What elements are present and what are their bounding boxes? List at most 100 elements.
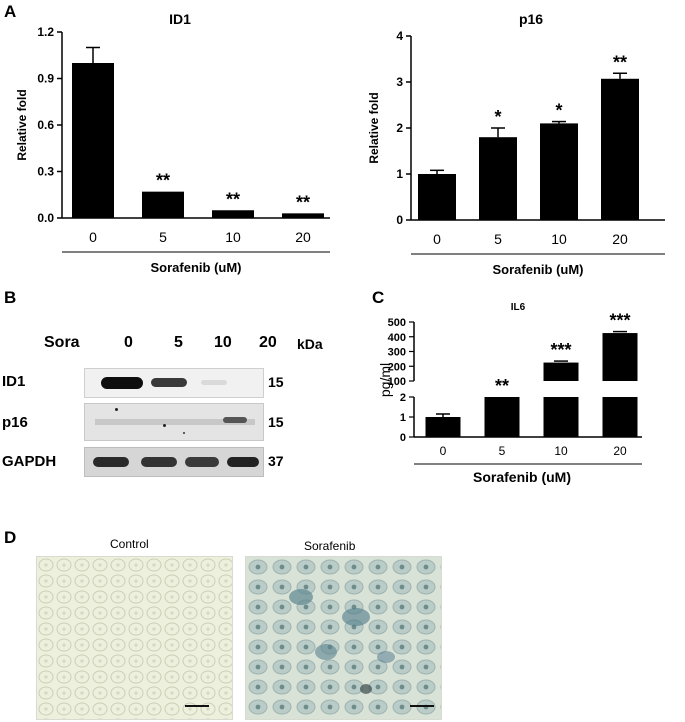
- bar: [540, 123, 578, 220]
- lane-label: 5: [174, 334, 183, 351]
- panel-letter-c: C: [372, 288, 385, 307]
- bar: [602, 397, 638, 437]
- y-tick-label: 200: [388, 361, 406, 373]
- significance-marker: **: [613, 52, 627, 72]
- significance-marker: **: [226, 189, 240, 209]
- x-tick-label: 0: [433, 231, 441, 247]
- y-tick-label: 0.9: [37, 72, 54, 86]
- x-tick-label: 10: [225, 229, 241, 245]
- x-tick-label: 5: [159, 229, 167, 245]
- panel-letter-d: D: [4, 528, 17, 547]
- y-tick-label: 2: [396, 121, 403, 135]
- bar: [601, 78, 639, 220]
- blot-row-label: p16: [2, 414, 28, 431]
- id1-blot-strip: [84, 368, 264, 398]
- kda-marker: 15: [268, 374, 284, 390]
- blot-speck: [163, 424, 166, 427]
- bar: [484, 397, 520, 437]
- blot-band: [141, 457, 177, 467]
- p16-bar-chart: p16 0 1 2 3 4 Relative fold 0 * 5 * 10 ** 20 Sorafenib…: [367, 11, 665, 277]
- y-tick-label: 400: [388, 332, 406, 344]
- panel-letter-a: A: [4, 2, 17, 21]
- bar: [142, 191, 184, 218]
- micrograph-title: Sorafenib: [304, 539, 356, 553]
- western-blot: Sora 0 5 10 20 kDa ID1 15 p16 15 GAPDH 3…: [0, 300, 330, 490]
- control-micrograph: [36, 556, 233, 720]
- x-tick-label: 20: [612, 231, 628, 247]
- bar: [602, 333, 638, 381]
- y-axis-label: pg/ml: [377, 363, 393, 397]
- chart-title: ID1: [169, 11, 191, 27]
- p16-blot-strip: [84, 403, 264, 441]
- blot-band: [95, 419, 255, 425]
- blot-header-label: Sora: [44, 334, 80, 351]
- blot-speck: [183, 432, 185, 434]
- blot-speck: [115, 408, 118, 411]
- chart-title: IL6: [511, 302, 526, 313]
- x-tick-label: 5: [494, 231, 502, 247]
- significance-marker: **: [296, 192, 310, 212]
- x-axis-label: Sorafenib (uM): [493, 262, 584, 277]
- kda-marker: 37: [268, 453, 284, 469]
- id1-bar-chart: ID1 0.0 0.3 0.6 0.9 1.2 Relative fold 0 ** 5 ** 10 *…: [15, 11, 330, 275]
- bar: [543, 397, 579, 437]
- kda-marker: 15: [268, 414, 284, 430]
- y-tick-label: 0.0: [37, 211, 54, 225]
- bar: [72, 63, 114, 218]
- significance-marker: *: [555, 101, 562, 121]
- panel-letter-b: B: [4, 288, 17, 307]
- y-tick-label: 1.2: [37, 25, 54, 39]
- blot-band: [227, 457, 259, 467]
- y-tick-label: 0: [400, 432, 406, 444]
- y-tick-label: 4: [396, 29, 403, 43]
- y-tick-label: 2: [400, 392, 406, 404]
- x-tick-label: 0: [440, 444, 447, 458]
- bar: [418, 174, 456, 220]
- lane-label: 10: [214, 334, 232, 351]
- blot-band: [151, 378, 187, 387]
- blot-band: [93, 457, 129, 467]
- bar: [479, 137, 517, 220]
- bar: [212, 210, 254, 218]
- blot-band: [101, 377, 143, 389]
- blot-band: [201, 380, 227, 385]
- gapdh-blot-strip: [84, 447, 264, 477]
- y-tick-label: 0.6: [37, 118, 54, 132]
- control-cells-texture: [37, 557, 232, 719]
- x-tick-label: 5: [499, 444, 506, 458]
- il6-bar-chart: IL6 100 200 300 400 500 0 1 2 pg/ml 0 ** 5 *** 10 *** 20…: [377, 302, 642, 485]
- x-tick-label: 0: [89, 229, 97, 245]
- blot-row-label: GAPDH: [2, 453, 57, 470]
- y-tick-label: 500: [388, 317, 406, 329]
- significance-marker: ***: [550, 340, 571, 360]
- lane-label: 20: [259, 334, 277, 351]
- blot-row-label: ID1: [2, 373, 26, 390]
- y-axis-label: Relative fold: [367, 92, 381, 163]
- x-axis-label: Sorafenib (uM): [151, 260, 242, 275]
- kda-unit-label: kDa: [297, 336, 323, 352]
- y-tick-label: 1: [400, 412, 406, 424]
- x-tick-label: 10: [551, 231, 567, 247]
- x-tick-label: 20: [295, 229, 311, 245]
- x-tick-label: 20: [613, 444, 627, 458]
- y-tick-label: 3: [396, 75, 403, 89]
- significance-marker: *: [494, 107, 501, 127]
- bar: [543, 362, 579, 381]
- x-tick-label: 10: [554, 444, 568, 458]
- significance-marker: **: [156, 171, 170, 191]
- y-tick-label: 300: [388, 347, 406, 359]
- y-tick-label: 0: [396, 213, 403, 227]
- sorafenib-micrograph: [245, 556, 442, 720]
- significance-marker: **: [495, 376, 509, 396]
- bar: [282, 213, 324, 218]
- micrograph-title: Control: [110, 537, 149, 551]
- bar: [425, 417, 461, 437]
- x-axis-label: Sorafenib (uM): [473, 469, 571, 485]
- y-axis-label: Relative fold: [15, 89, 29, 160]
- y-tick-label: 1: [396, 167, 403, 181]
- blot-band: [223, 417, 247, 423]
- sorafenib-cells-texture: [246, 557, 441, 719]
- significance-marker: ***: [609, 311, 630, 331]
- blot-band: [185, 457, 219, 467]
- y-tick-label: 0.3: [37, 165, 54, 179]
